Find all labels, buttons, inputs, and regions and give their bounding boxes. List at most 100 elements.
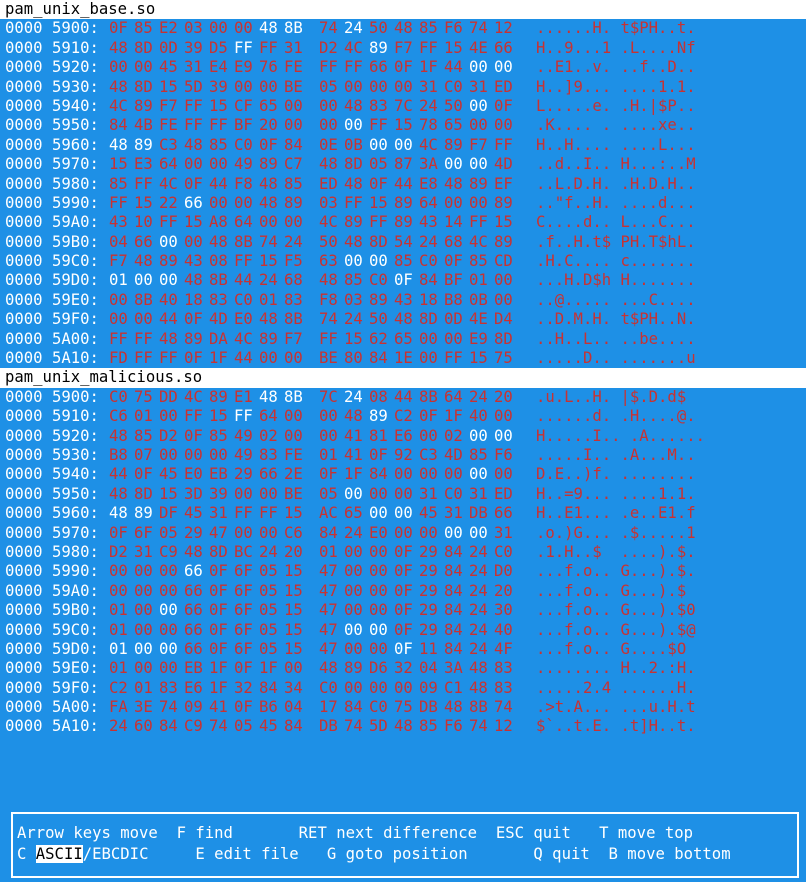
hex-byte: 44 [394, 174, 413, 193]
hex-byte: 00 [134, 310, 153, 329]
hex-byte: 8B [284, 387, 303, 406]
hex-byte: 4C [419, 135, 438, 154]
hex-byte: 8D [419, 310, 438, 329]
hex-byte: E6 [394, 426, 413, 445]
hex-byte: FF [134, 329, 153, 348]
help-quit[interactable]: Q quit [533, 845, 590, 863]
hex-byte: DF [159, 504, 178, 523]
hex-byte: 31 [209, 504, 228, 523]
hex-byte: C6 [109, 407, 128, 426]
hex-byte: 0F [394, 601, 413, 620]
hex-byte: 0F [394, 581, 413, 600]
hex-byte: 39 [209, 77, 228, 96]
help-edit-file[interactable]: E edit file [195, 845, 299, 863]
help-mode-key: C [17, 845, 27, 863]
hex-byte: FF [159, 349, 178, 368]
hex-byte: 00 [444, 329, 463, 348]
hex-bytes: 48 8D 0D 39 D5 FF FF 31 D2 4C 89 F7 FF 15 4E 66 [109, 39, 519, 58]
hex-row: 0000 5910: 48 8D 0D 39 D5 FF FF 31 D2 4C 89 F7 FF 15 4E… [0, 39, 806, 58]
hex-byte: 43 [419, 213, 438, 232]
hex-byte: 00 [469, 155, 488, 174]
hex-byte: 0F [209, 620, 228, 639]
hex-byte: C1 [444, 678, 463, 697]
help-find[interactable]: F find [176, 824, 233, 842]
row-address: 0000 59E0: [5, 290, 99, 309]
row-address: 0000 5930: [5, 445, 99, 464]
hex-byte: 44 [209, 174, 228, 193]
hex-byte: 81 [369, 426, 388, 445]
hex-byte: D2 [109, 542, 128, 561]
hex-byte: 47 [319, 562, 338, 581]
hex-byte: 75 [494, 349, 513, 368]
hex-byte: 00 [369, 620, 388, 639]
hex-byte: 8B [469, 698, 488, 717]
hex-row: 0000 5970: 0F 6F 05 29 47 00 00 C6 84 24 E0 00 00 00 00… [0, 524, 806, 543]
hex-byte: 15 [284, 620, 303, 639]
hex-byte: 24 [469, 601, 488, 620]
hex-row: 0000 5980: D2 31 C9 48 8D BC 24 20 01 00 00 0F 29 84 24… [0, 543, 806, 562]
ebcdic-mode[interactable]: /EBCDIC [82, 845, 149, 863]
row-address: 0000 5940: [5, 96, 99, 115]
help-arrow-keys: Arrow keys move [17, 824, 158, 842]
hex-byte: F8 [234, 174, 253, 193]
hex-row: 0000 5A10: FD FF FF 0F 1F 44 00 00 BE 80 84 1E 00 FF 15… [0, 349, 806, 368]
hex-byte: 65 [344, 504, 363, 523]
hex-byte: 01 [319, 542, 338, 561]
hex-bytes: 01 00 00 EB 1F 0F 1F 00 48 89 D6 32 04 3A 48 83 [109, 659, 519, 678]
hex-byte: 74 [344, 717, 363, 736]
hex-byte: 3A [444, 659, 463, 678]
hex-byte: 84 [444, 620, 463, 639]
row-address: 0000 5950: [5, 484, 99, 503]
hex-byte: 66 [184, 639, 203, 658]
hex-byte: 00 [159, 407, 178, 426]
help-goto-position[interactable]: G goto position [326, 845, 468, 863]
hex-byte: 8D [209, 542, 228, 561]
hex-byte: 49 [234, 445, 253, 464]
hex-bytes: 0F 85 E2 03 00 00 48 8B 74 24 50 48 85 F6 74 12 [109, 19, 519, 38]
help-next-difference[interactable]: RET next difference [298, 824, 478, 842]
hex-bytes: 00 8B 40 18 83 C0 01 83 F8 03 89 43 18 B8 0B 00 [109, 291, 519, 310]
row-address: 0000 5970: [5, 523, 99, 542]
help-move-top[interactable]: T move top [599, 824, 694, 842]
ascii-column: H..H.... ....L... [536, 135, 696, 154]
hex-byte: 48 [394, 717, 413, 736]
hex-byte: 47 [319, 581, 338, 600]
hex-row: 0000 5940: 4C 89 F7 FF 15 CF 65 00 00 48 83 7C 24 50 00… [0, 97, 806, 116]
hex-byte: FE [284, 445, 303, 464]
hex-byte: 80 [344, 349, 363, 368]
hex-byte: 14 [444, 213, 463, 232]
hex-byte: DD [159, 387, 178, 406]
ascii-mode-selected[interactable]: ASCII [35, 845, 83, 863]
hex-byte: 83 [494, 659, 513, 678]
hex-byte: FF [344, 193, 363, 212]
hex-byte: 00 [444, 155, 463, 174]
hex-byte: 03 [184, 19, 203, 38]
hex-byte: 00 [159, 271, 178, 290]
hex-row: 0000 5A00: FF FF 48 89 DA 4C 89 F7 FF 15 62 65 00 00 E9… [0, 330, 806, 349]
hex-byte: 8D [369, 232, 388, 251]
hex-byte: 1F [259, 659, 278, 678]
ascii-column: C....d.. L...C... [536, 213, 696, 232]
hex-byte: 00 [234, 77, 253, 96]
hex-byte: 54 [394, 232, 413, 251]
hex-byte: 48 [344, 96, 363, 115]
help-esc-quit[interactable]: ESC quit [495, 824, 571, 842]
hex-byte: 04 [419, 659, 438, 678]
hex-bytes: 85 FF 4C 0F 44 F8 48 85 ED 48 0F 44 E8 48 89 EF [109, 175, 519, 194]
hex-byte: 48 [394, 19, 413, 38]
hex-byte: 00 [494, 426, 513, 445]
hex-byte: 5D [369, 717, 388, 736]
hex-byte: 6F [234, 601, 253, 620]
hex-byte: D2 [159, 426, 178, 445]
hex-byte: 74 [209, 717, 228, 736]
hex-bytes: 04 66 00 00 48 8B 74 24 50 48 8D 54 24 68 4C 89 [109, 233, 519, 252]
hex-byte: 15 [444, 38, 463, 57]
hex-byte: 00 [134, 562, 153, 581]
hex-byte: 00 [209, 155, 228, 174]
row-address: 0000 5910: [5, 38, 99, 57]
hex-byte: F6 [444, 717, 463, 736]
hex-byte: C0 [319, 678, 338, 697]
help-move-bottom[interactable]: B move bottom [608, 845, 731, 863]
row-address: 0000 5950: [5, 116, 99, 135]
hex-byte: 31 [469, 484, 488, 503]
